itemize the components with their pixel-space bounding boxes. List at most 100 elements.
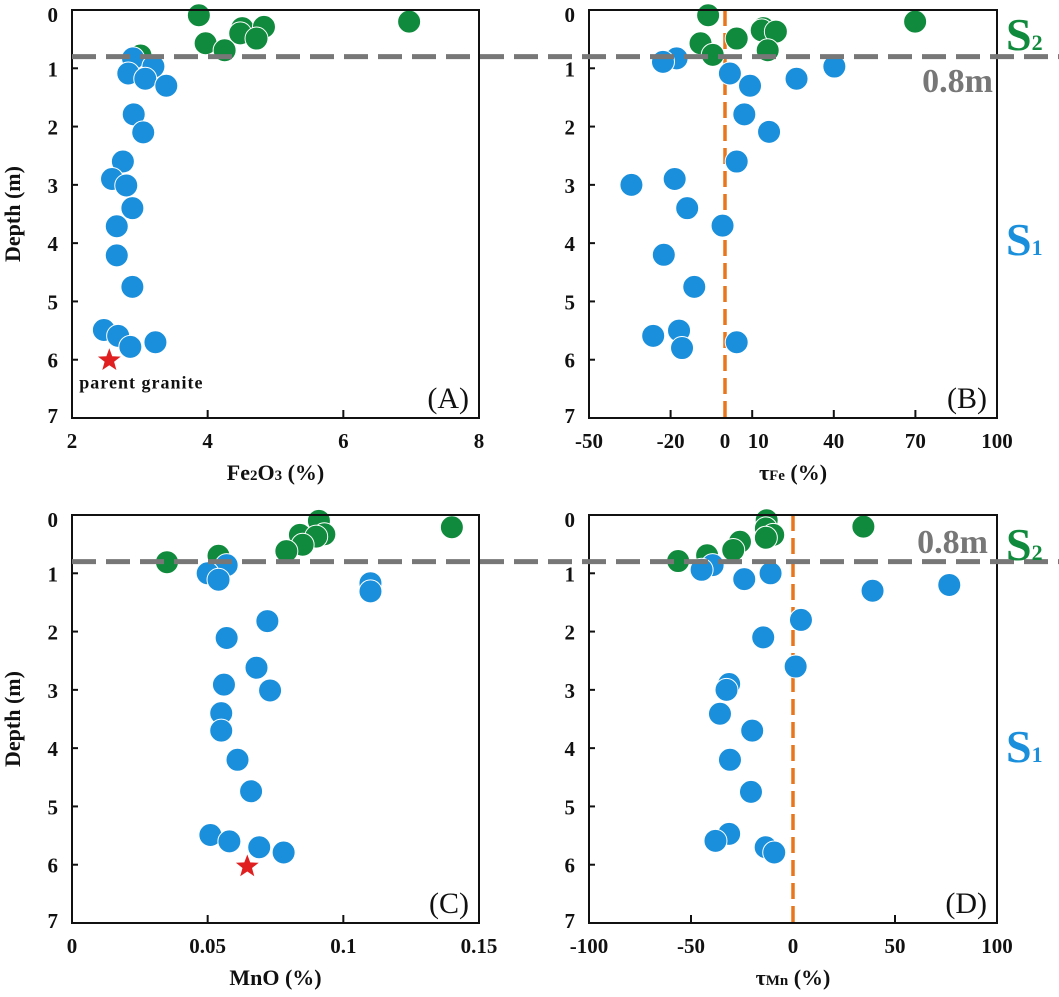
y-tick-label: 6 [565, 349, 576, 373]
data-point-s1 [670, 336, 695, 361]
data-point-s1 [783, 654, 808, 679]
data-point-s1 [255, 609, 280, 634]
data-point-s2 [186, 3, 211, 28]
parent-granite-star-icon [235, 854, 259, 877]
data-point-s2 [439, 515, 464, 540]
y-tick-label: 1 [48, 57, 59, 81]
data-point-s1 [209, 718, 234, 743]
data-point-s1 [244, 655, 269, 680]
y-tick-label: 1 [48, 562, 59, 586]
data-point-s1 [675, 196, 700, 221]
y-tick-label: 5 [48, 795, 59, 819]
y-tick-label: 5 [565, 795, 576, 819]
x-tick-label: 0 [67, 934, 78, 958]
data-point-s1 [131, 120, 156, 145]
x-axis-title: MnO (%) [229, 965, 321, 990]
parent-granite-label: parent granite [79, 372, 203, 392]
data-point-s1 [651, 242, 676, 267]
data-point-s1 [247, 835, 272, 860]
data-point-s2 [903, 9, 928, 34]
x-tick-label: 0.05 [189, 934, 226, 958]
x-tick-label: 0 [788, 934, 799, 958]
data-point-s1 [211, 672, 236, 697]
data-point-s2 [721, 537, 746, 562]
panel-label: (C) [429, 887, 469, 920]
data-point-s1 [757, 119, 782, 144]
zone-label-s1: S1 [1006, 721, 1043, 772]
x-tick-label: 40 [823, 429, 844, 453]
y-tick-label: 4 [48, 232, 59, 256]
data-point-s1 [358, 579, 383, 604]
data-point-s1 [104, 243, 129, 268]
x-tick-label: 8 [474, 429, 485, 453]
x-axis-title: Fe2O3 (%) [227, 460, 324, 485]
y-tick-label: 7 [48, 404, 59, 428]
data-point-s1 [118, 334, 143, 359]
data-point-s1 [258, 678, 283, 703]
data-point-s1 [738, 73, 763, 98]
data-point-s2 [724, 26, 749, 51]
data-point-s1 [143, 330, 168, 355]
y-tick-label: 6 [48, 349, 59, 373]
data-point-s1 [619, 172, 644, 197]
x-tick-label: 100 [981, 429, 1013, 453]
label-part: Fe [227, 460, 250, 485]
y-tick-label: 6 [48, 854, 59, 878]
data-point-s1 [662, 167, 687, 192]
label-part: Mn [766, 973, 789, 989]
panel-b [588, 3, 998, 419]
data-point-s2 [753, 525, 778, 550]
data-point-s1 [751, 625, 776, 650]
y-tick-label: 3 [565, 679, 576, 703]
data-point-s1 [650, 49, 675, 74]
panel-label: (D) [945, 887, 987, 920]
label-part: S [1006, 9, 1032, 60]
data-point-s1 [937, 572, 962, 597]
label-part: (%) [788, 965, 830, 990]
panel-c [71, 508, 480, 924]
y-tick-label: 5 [48, 290, 59, 314]
x-tick-label: -20 [657, 429, 685, 453]
data-point-s1 [732, 567, 757, 592]
label-part: O [257, 460, 274, 485]
data-point-s1 [271, 840, 296, 865]
panel-a [71, 3, 480, 419]
y-tick-label: 7 [48, 909, 59, 933]
y-tick-label: 0 [565, 508, 576, 532]
y-tick-label: 0 [48, 3, 59, 27]
y-tick-label: 7 [565, 404, 576, 428]
x-tick-label: 100 [981, 934, 1013, 958]
zone-label-s1: S1 [1006, 214, 1043, 265]
label-part: 1 [1032, 235, 1043, 260]
y-tick-label: 2 [48, 621, 59, 645]
data-point-s2 [397, 9, 422, 34]
y-tick-label: 1 [565, 57, 576, 81]
x-axis-title: τMn (%) [756, 965, 831, 990]
label-part: (%) [785, 460, 827, 485]
data-point-s1 [762, 840, 787, 865]
y-tick-label: 4 [565, 232, 576, 256]
zone-label-s2: S2 [1006, 9, 1043, 60]
x-tick-label: -100 [570, 934, 609, 958]
label-part: S [1006, 519, 1032, 570]
data-point-s1 [154, 73, 179, 98]
y-tick-label: 0 [565, 3, 576, 27]
x-axis-title: τFe (%) [759, 460, 827, 485]
y-tick-label: 7 [565, 909, 576, 933]
zone-label-s2: S2 [1006, 519, 1043, 570]
y-tick-label: 0 [48, 508, 59, 532]
data-point-s1 [724, 330, 749, 355]
label-part: 3 [275, 468, 283, 484]
panel-label: (A) [427, 382, 469, 415]
boundary-depth-label: 0.8m [922, 63, 993, 100]
x-tick-label: -50 [575, 429, 603, 453]
y-tick-label: 3 [48, 174, 59, 198]
data-point-s1 [641, 323, 666, 348]
x-tick-label: 6 [338, 429, 349, 453]
data-point-s1 [758, 561, 783, 586]
x-tick-label: 10 [748, 429, 769, 453]
y-tick-label: 2 [48, 116, 59, 140]
data-point-s1 [724, 149, 749, 174]
data-point-s1 [120, 274, 145, 299]
